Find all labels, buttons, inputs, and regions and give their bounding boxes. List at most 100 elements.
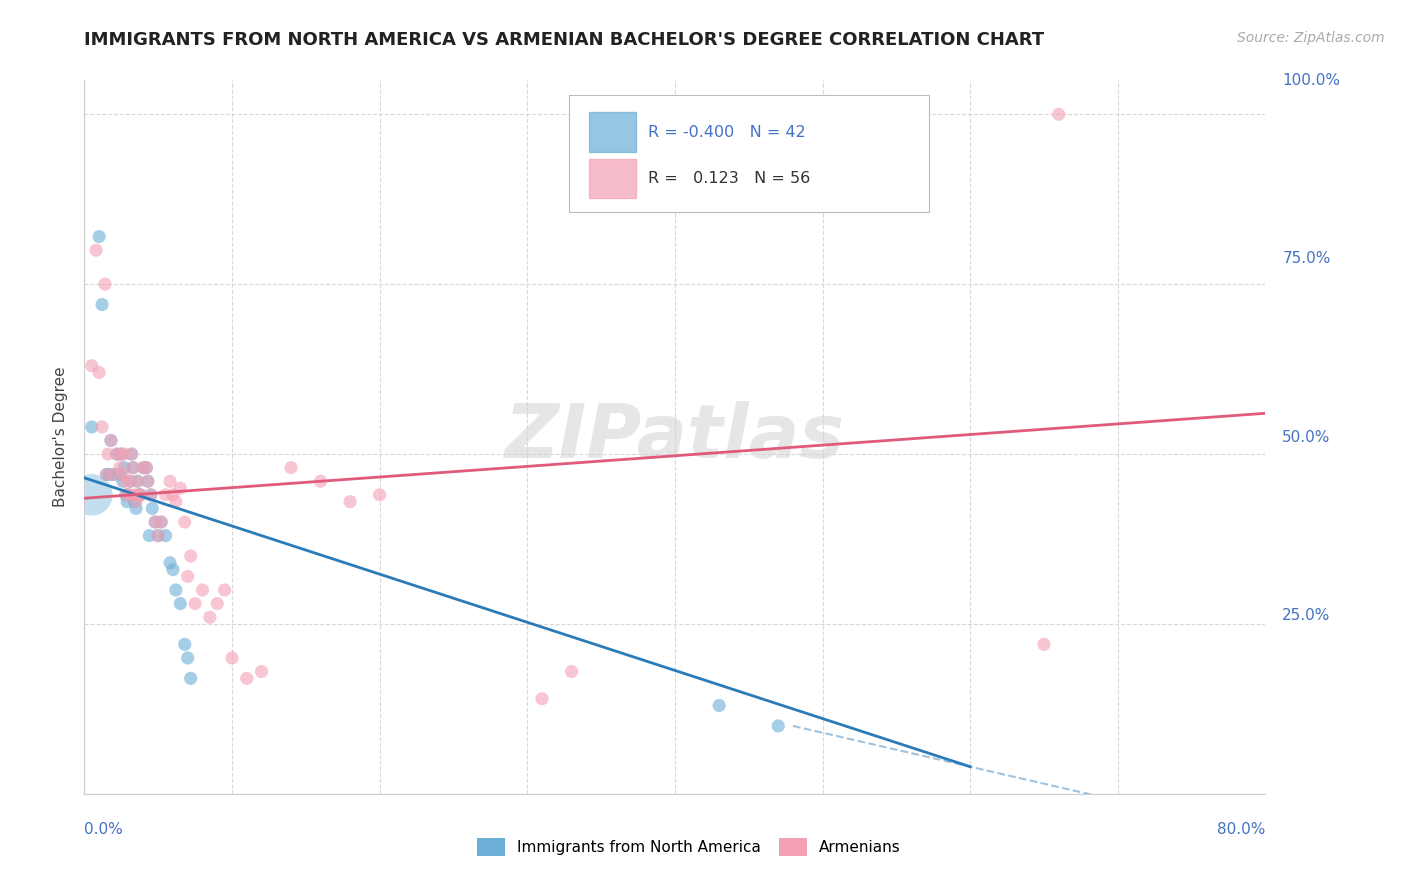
Point xyxy=(122,460,145,475)
Point xyxy=(122,460,145,475)
Point xyxy=(180,549,202,563)
Point xyxy=(127,475,149,489)
Bar xyxy=(589,112,636,152)
Point xyxy=(250,665,273,679)
Point xyxy=(114,475,136,489)
Point xyxy=(169,481,191,495)
Point xyxy=(108,460,131,475)
Point xyxy=(112,460,135,475)
Point xyxy=(105,447,128,461)
Point xyxy=(221,651,243,665)
Text: ZIPatlas: ZIPatlas xyxy=(505,401,845,474)
Point xyxy=(173,637,195,651)
Point xyxy=(136,475,159,489)
Text: 0.0%: 0.0% xyxy=(84,822,124,837)
Point xyxy=(132,460,155,475)
Point xyxy=(165,494,187,508)
Point xyxy=(124,488,146,502)
Point xyxy=(120,475,142,489)
Point xyxy=(214,582,236,597)
Point xyxy=(100,434,122,448)
Point xyxy=(132,460,155,475)
Point xyxy=(184,597,207,611)
Point xyxy=(114,488,136,502)
Point xyxy=(1047,107,1070,121)
Point xyxy=(368,488,391,502)
Point xyxy=(141,501,163,516)
Point xyxy=(121,447,143,461)
Point xyxy=(125,501,148,516)
Point xyxy=(159,475,181,489)
Point xyxy=(105,447,128,461)
Point xyxy=(339,494,361,508)
Text: 75.0%: 75.0% xyxy=(1282,252,1330,266)
Text: R =   0.123   N = 56: R = 0.123 N = 56 xyxy=(648,171,810,186)
Point xyxy=(148,528,170,542)
Text: 100.0%: 100.0% xyxy=(1282,73,1340,87)
Point xyxy=(177,569,200,583)
Point xyxy=(103,467,125,482)
Point xyxy=(103,467,125,482)
Point xyxy=(155,528,177,542)
Point xyxy=(100,434,122,448)
Point xyxy=(159,556,181,570)
Point xyxy=(124,494,146,508)
Point xyxy=(150,515,173,529)
Point xyxy=(97,447,120,461)
Point xyxy=(80,488,103,502)
Point xyxy=(80,420,103,434)
Point xyxy=(129,488,152,502)
Point xyxy=(120,475,142,489)
Point xyxy=(169,597,191,611)
Point xyxy=(108,467,131,482)
Point xyxy=(143,515,166,529)
Text: R = -0.400   N = 42: R = -0.400 N = 42 xyxy=(648,125,806,140)
Point xyxy=(111,467,134,482)
Bar xyxy=(589,159,636,198)
Point xyxy=(111,475,134,489)
Point xyxy=(560,665,583,679)
Point xyxy=(128,488,150,502)
Point xyxy=(91,420,114,434)
Point xyxy=(148,528,170,542)
Point xyxy=(127,475,149,489)
Point xyxy=(162,563,184,577)
Point xyxy=(198,610,221,624)
Point xyxy=(87,366,111,380)
Text: 80.0%: 80.0% xyxy=(1218,822,1265,837)
Point xyxy=(191,582,214,597)
Point xyxy=(96,467,118,482)
Point xyxy=(143,515,166,529)
Point xyxy=(139,488,162,502)
Point xyxy=(91,297,114,311)
Point xyxy=(115,494,138,508)
Point xyxy=(136,475,159,489)
Point xyxy=(162,488,184,502)
Point xyxy=(84,243,107,257)
Point xyxy=(150,515,173,529)
Point xyxy=(309,475,332,489)
Point xyxy=(1032,637,1054,651)
Point xyxy=(139,488,162,502)
Point xyxy=(280,460,302,475)
Point xyxy=(177,651,200,665)
Point xyxy=(98,467,121,482)
Point xyxy=(205,597,228,611)
Point xyxy=(87,229,111,244)
Text: 50.0%: 50.0% xyxy=(1282,430,1330,444)
Legend: Immigrants from North America, Armenians: Immigrants from North America, Armenians xyxy=(471,832,907,862)
Point xyxy=(530,691,553,706)
Point xyxy=(118,488,141,502)
Point xyxy=(121,447,143,461)
Point xyxy=(768,719,790,733)
Point xyxy=(94,277,117,292)
Point xyxy=(709,698,731,713)
Text: 25.0%: 25.0% xyxy=(1282,608,1330,623)
Point xyxy=(135,460,157,475)
Point xyxy=(110,447,132,461)
Point xyxy=(80,359,103,373)
Point xyxy=(135,460,157,475)
Point xyxy=(110,447,132,461)
Point xyxy=(155,488,177,502)
Point xyxy=(235,671,259,685)
